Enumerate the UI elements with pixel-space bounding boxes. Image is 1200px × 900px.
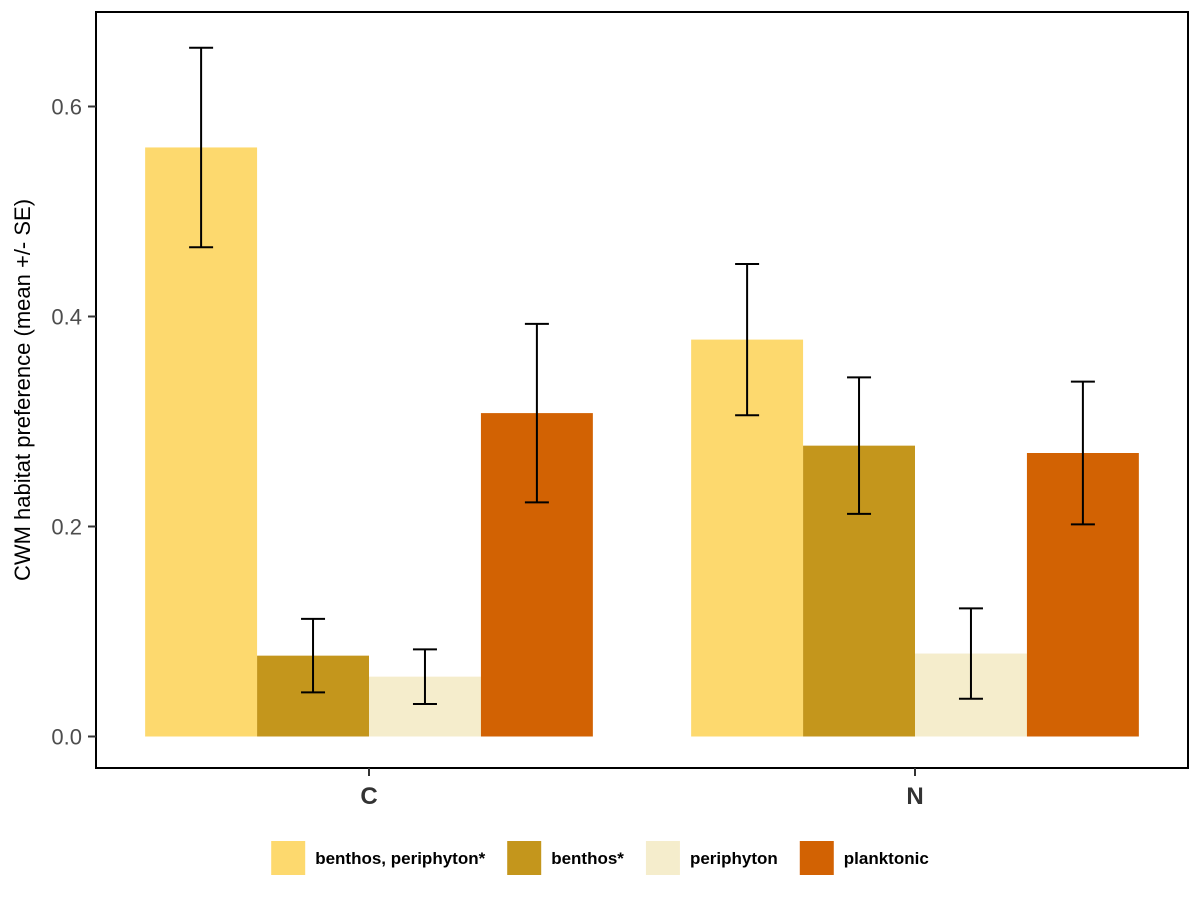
legend-key (645, 841, 680, 875)
y-axis: 0.0 0.2 0.4 0.6 (51, 95, 96, 750)
y-tick-label: 0.6 (51, 95, 82, 120)
y-tick-label: 0.4 (51, 305, 82, 330)
legend-item-0: benthos, periphyton* (271, 841, 486, 875)
errorbar-N-1 (847, 376, 872, 515)
legend-label: benthos, periphyton* (315, 849, 485, 868)
legend-label: periphyton (690, 849, 778, 868)
legend-item-2: periphyton (645, 841, 778, 875)
legend-key (507, 841, 542, 875)
errorbar-C-0 (189, 46, 214, 249)
x-tick-label: C (360, 783, 377, 810)
errorbar-N-3 (1070, 380, 1095, 526)
legend-item-3: planktonic (799, 841, 929, 875)
plot-panel-border (95, 11, 1189, 769)
legend-key (271, 841, 306, 875)
legend-key (799, 841, 834, 875)
y-axis-label: CWM habitat preference (mean +/- SE) (10, 199, 35, 581)
errorbar-C-3 (524, 322, 549, 504)
errorbar-N-0 (735, 263, 760, 417)
y-tick-label: 0.2 (51, 515, 82, 540)
y-tick-label: 0.0 (51, 725, 82, 750)
bars-layer (145, 147, 1139, 737)
legend-label: benthos* (551, 849, 624, 868)
errorbar-N-2 (958, 607, 983, 700)
errorbar-C-2 (412, 648, 437, 705)
legend: benthos, periphyton* benthos* periphyton pl… (271, 841, 929, 875)
errorbars-layer (189, 46, 1095, 705)
errorbar-C-1 (301, 617, 326, 694)
x-tick-label: N (906, 783, 923, 810)
legend-label: planktonic (844, 849, 929, 868)
legend-item-1: benthos* (507, 841, 624, 875)
